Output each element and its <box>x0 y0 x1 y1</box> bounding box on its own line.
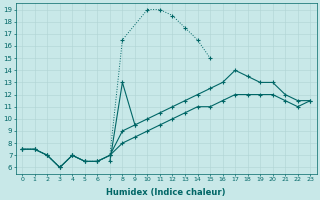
X-axis label: Humidex (Indice chaleur): Humidex (Indice chaleur) <box>107 188 226 197</box>
